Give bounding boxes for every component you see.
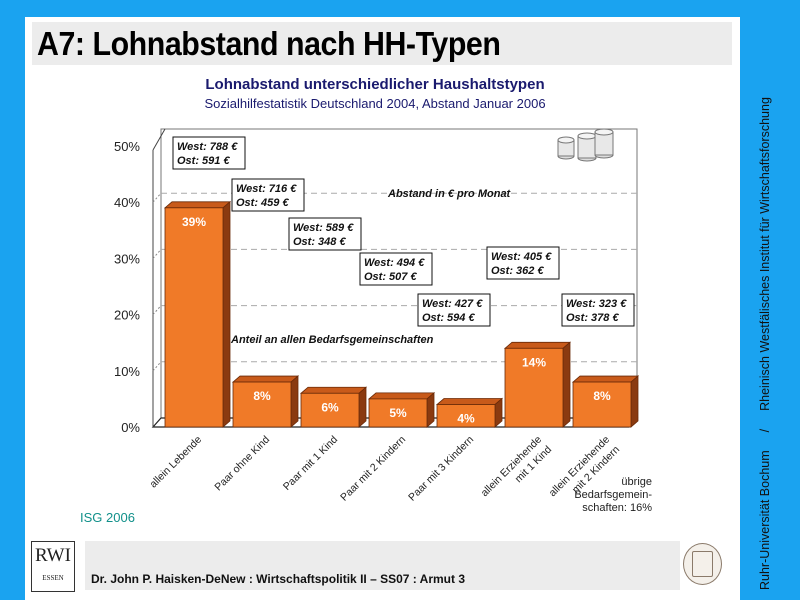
bar-side [630,375,639,428]
side-affiliation-text: Ruhr-Universität Bochum / Rheinisch Westfä… [758,30,772,590]
category-label: Paar ohne Kind [212,434,272,494]
wage-gap-box-border [172,136,246,170]
wage-gap-box: West: 716 € Ost: 459 € [231,178,305,212]
bar-top [163,201,232,209]
wage-gap-annotation: Abstand in € pro Monat [387,188,512,200]
wage-gap-box-border [486,246,560,280]
bar-top [299,386,368,394]
bar-value-label: 6% [321,400,339,414]
ost-value: Ost: 591 € [177,155,230,167]
other-note-line: übrige [621,476,652,488]
west-value: West: 323 € [566,298,627,310]
wage-gap-box-border [561,293,635,327]
ost-value: Ost: 362 € [491,265,544,277]
y-tick-label: 50% [114,139,140,154]
bar-top [367,392,436,400]
west-value: West: 427 € [422,298,483,310]
other-note-line: Bedarfsgemein- [574,489,652,501]
bar [300,392,360,428]
ost-value: Ost: 378 € [566,312,619,324]
bar-side [222,200,231,428]
wage-gap-box: West: 405 € Ost: 362 € [486,246,560,280]
wage-gap-box-border [288,217,362,251]
bar-side [562,341,571,428]
wage-gap-box: West: 494 € Ost: 507 € [359,252,433,286]
source-label: ISG 2006 [80,510,135,525]
bar-side [426,392,435,428]
wage-gap-box-border [417,293,491,327]
other-households-note: übrige Bedarfsgemein- schaften: 16% [560,476,652,515]
separator: / [758,428,772,433]
university-seal-icon [683,543,722,585]
wage-gap-box: West: 323 € Ost: 378 € [561,293,635,327]
grid-depth-line [152,249,162,259]
bar [504,347,564,428]
logo-subtext: ESSEN [42,574,64,582]
ost-value: Ost: 348 € [293,236,346,248]
bar [164,207,224,428]
institute-name: Rheinisch Westfälisches Institut für Wir… [758,97,772,411]
west-value: West: 716 € [236,183,297,195]
category-label: Paar mit 3 Kindern [406,434,476,504]
bar-value-label: 39% [182,215,206,229]
y-tick-label: 20% [114,308,140,323]
y-tick-label: 30% [114,251,140,266]
coins-icon [557,128,614,162]
slide-title: A7: Lohnabstand nach HH-Typen [37,25,501,62]
bar-value-label: 8% [593,389,611,403]
bar-top [503,341,572,349]
bar-top [231,375,300,383]
bar [368,398,428,428]
footer-bar [85,541,680,590]
ost-value: Ost: 507 € [364,271,417,283]
wage-gap-box-border [359,252,433,286]
west-value: West: 405 € [491,251,552,263]
bar [232,381,292,428]
grid-depth-line [152,361,162,372]
bar-top [571,375,640,383]
ost-value: Ost: 594 € [422,312,475,324]
axis-depth-line [152,128,166,151]
bar-top [435,398,504,405]
bar-value-label: 14% [522,355,546,369]
bar [572,381,632,428]
category-label: Paar mit 1 Kind [281,434,340,493]
ost-value: Ost: 459 € [236,197,289,209]
wage-gap-box-border [231,178,305,212]
category-label: Paar mit 2 Kindern [338,434,408,504]
footer-text: Dr. John P. Haisken-DeNew : Wirtschaftsp… [91,572,465,586]
rwi-logo: RWI ESSEN [31,541,75,592]
logo-text: RWI [35,545,71,566]
bar [436,404,496,428]
bar-value-label: 4% [457,412,475,426]
chart-subtitle: Sozialhilfestatistik Deutschland 2004, A… [204,96,546,111]
wage-gap-box: West: 589 € Ost: 348 € [288,217,362,251]
share-annotation: Anteil an allen Bedarfsgemeinschaften [230,334,434,346]
category-label: allein Lebende [147,434,204,491]
other-note-line: schaften: 16% [582,502,652,514]
west-value: West: 788 € [177,141,238,153]
bar-value-label: 8% [253,389,271,403]
wage-gap-box: West: 788 € Ost: 591 € [172,136,246,170]
bar-side [358,386,367,428]
university-name: Ruhr-Universität Bochum [758,450,772,590]
title-bar [32,22,732,65]
y-tick-label: 40% [114,195,140,210]
y-tick-label: 10% [114,364,140,379]
chart-title: Lohnabstand unterschiedlicher Haushaltst… [205,76,545,93]
wage-gap-box: West: 427 € Ost: 594 € [417,293,491,327]
bar-value-label: 5% [389,406,407,420]
y-tick-label: 0% [121,420,140,435]
bar-side [290,375,299,428]
grid-depth-line [152,305,162,315]
grid-depth-line [152,192,162,203]
west-value: West: 589 € [293,222,354,234]
west-value: West: 494 € [364,257,425,269]
